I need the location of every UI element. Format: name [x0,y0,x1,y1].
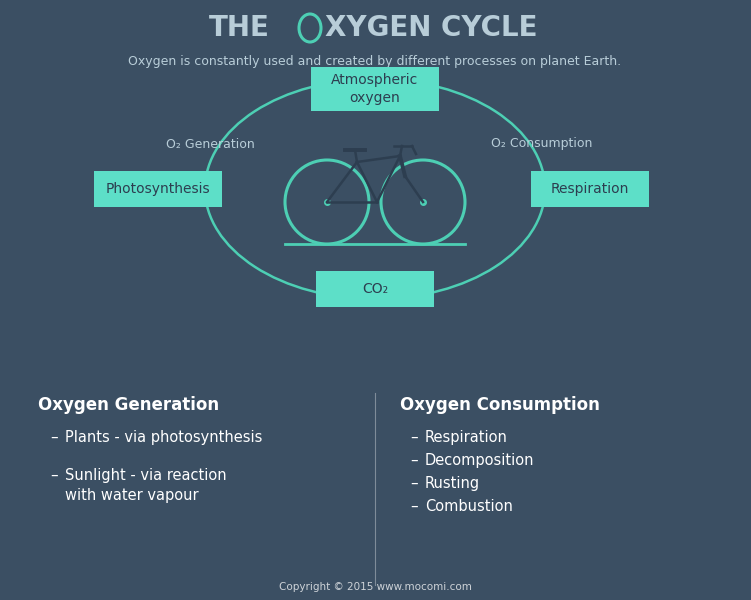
FancyBboxPatch shape [316,271,434,307]
Text: Respiration: Respiration [425,430,508,445]
Text: Atmospheric
oxygen: Atmospheric oxygen [331,73,418,104]
Text: Plants - via photosynthesis: Plants - via photosynthesis [65,430,262,445]
Text: –: – [410,430,418,445]
FancyBboxPatch shape [531,171,649,207]
Text: Respiration: Respiration [550,182,629,196]
Text: Decomposition: Decomposition [425,453,535,468]
Text: CO₂: CO₂ [362,282,388,296]
Text: O₂ Consumption: O₂ Consumption [491,137,593,151]
Text: XYGEN CYCLE: XYGEN CYCLE [325,14,538,42]
Text: O₂ Generation: O₂ Generation [166,137,255,151]
Text: Copyright © 2015 www.mocomi.com: Copyright © 2015 www.mocomi.com [279,582,472,592]
Text: –: – [410,453,418,468]
Text: Photosynthesis: Photosynthesis [106,182,210,196]
Text: Sunlight - via reaction
with water vapour: Sunlight - via reaction with water vapou… [65,468,227,503]
Text: –: – [410,476,418,491]
Text: THE: THE [209,14,270,42]
Text: –: – [410,499,418,514]
FancyBboxPatch shape [311,67,439,111]
Text: Oxygen Generation: Oxygen Generation [38,396,219,414]
Text: Combustion: Combustion [425,499,513,514]
Text: Rusting: Rusting [425,476,480,491]
Text: –: – [50,468,58,483]
FancyBboxPatch shape [94,171,222,207]
Text: –: – [50,430,58,445]
Text: Oxygen Consumption: Oxygen Consumption [400,396,600,414]
Text: Oxygen is constantly used and created by different processes on planet Earth.: Oxygen is constantly used and created by… [128,55,622,68]
